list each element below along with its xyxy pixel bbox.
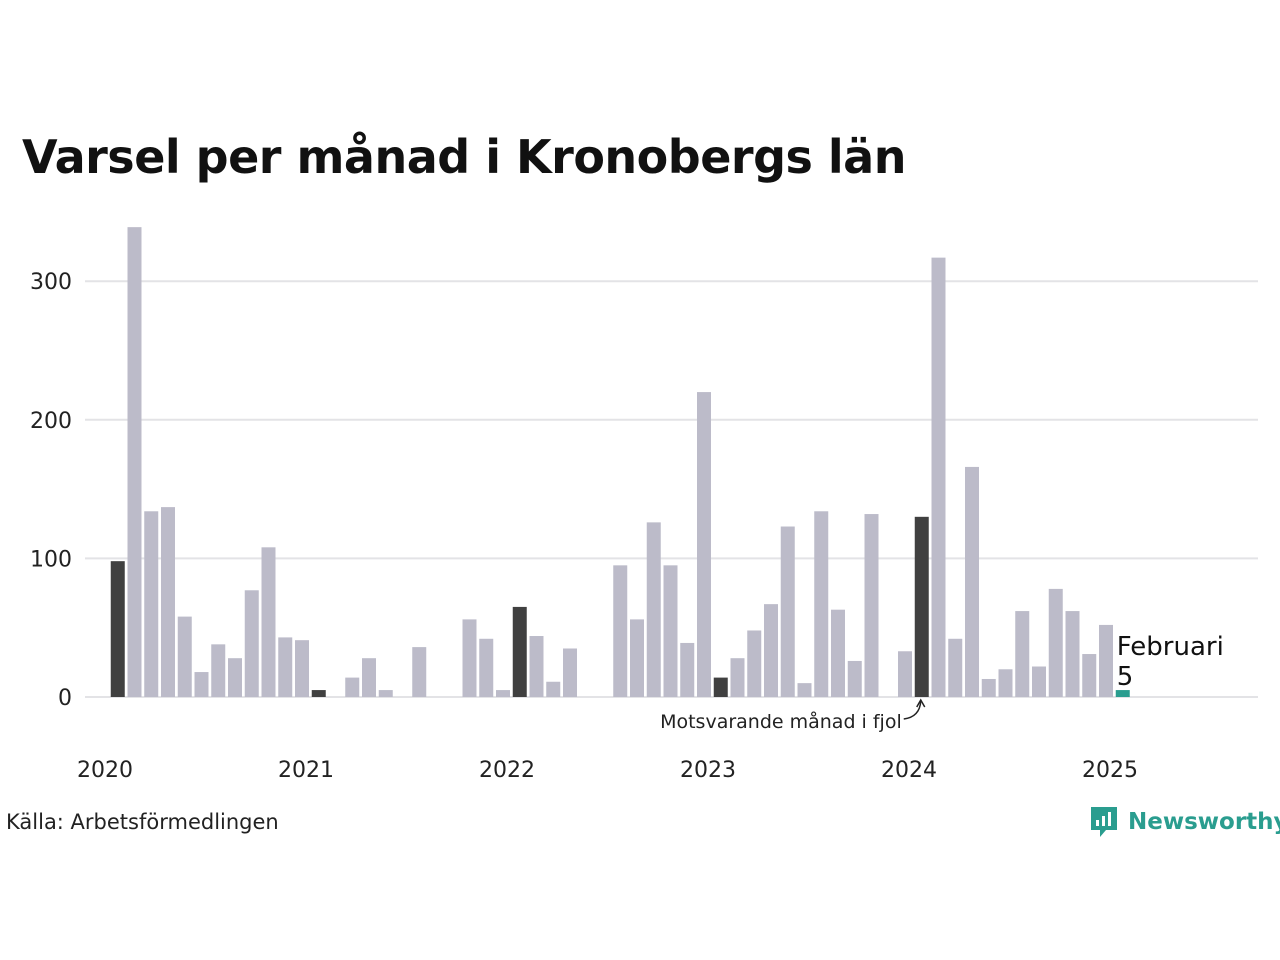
x-tick-label: 2020 [77,758,133,783]
bars [110,227,1130,697]
bar-2021-05 [362,658,376,697]
bar-2022-01 [496,690,510,697]
annotation-arrow-head [916,698,926,708]
bar-2020-07 [194,672,209,697]
bar-2021-02 [311,690,326,697]
bar-2021-11 [462,619,477,697]
bar-2023-02 [713,677,728,697]
brand-logo: Newsworthy [1088,802,1280,842]
bar-2025-02 [1115,690,1130,697]
bar-2024-07 [998,669,1013,697]
x-tick-label: 2025 [1082,758,1138,783]
bar-2022-10 [646,522,661,697]
bar-2024-03 [931,257,946,697]
current-month-label: Februari [1117,632,1224,662]
bar-2022-04 [546,681,561,697]
brand-name: Newsworthy [1128,809,1280,835]
bar-2022-11 [663,565,678,697]
bar-2022-02 [512,606,527,697]
bar-2023-05 [764,604,778,697]
bar-2022-08 [613,565,628,697]
bar-2022-03 [529,636,544,697]
chart-title: Varsel per månad i Kronobergs län [22,130,906,184]
bar-2023-08 [814,511,829,697]
y-axis-labels: 0 100 200 300 [30,270,72,711]
bar-2024-11 [1065,611,1080,697]
bar-2023-07 [797,683,812,697]
current-month-value: 5 [1117,662,1134,692]
bar-2022-12 [680,642,695,697]
bar-2021-06 [378,690,393,697]
x-tick-label: 2022 [479,758,535,783]
bar-2021-01 [295,640,309,697]
bar-2024-12 [1082,654,1097,697]
bar-2023-04 [747,630,762,697]
bar-2022-09 [630,619,644,697]
previous-year-label: Motsvarande månad i fjol [660,710,902,733]
bar-2024-04 [948,638,963,697]
bar-2021-12 [479,638,494,697]
bar-2020-04 [144,511,159,697]
bar-2020-12 [278,637,293,697]
y-tick-label: 100 [30,547,72,572]
bar-2021-08 [412,647,427,697]
bar-2024-08 [1015,611,1030,697]
bar-2024-01 [898,651,912,697]
bar-2024-10 [1048,588,1063,697]
y-tick-label: 200 [30,409,72,434]
bar-2020-06 [177,616,192,697]
bar-2024-02 [914,516,929,697]
source-note: Källa: Arbetsförmedlingen [6,810,279,834]
bar-2024-06 [981,678,996,697]
annotation-arrow [903,700,922,720]
bar-2021-04 [345,677,360,697]
bar-2020-08 [211,644,226,697]
bar-2025-01 [1099,624,1113,697]
bar-2020-11 [261,547,276,697]
x-tick-label: 2024 [881,758,937,783]
newsworthy-logo-icon [1091,807,1117,837]
x-axis-labels: 2020 2021 2022 2023 2024 2025 [77,758,1138,783]
bar-2022-05 [563,648,577,697]
x-tick-label: 2021 [278,758,334,783]
bar-2024-09 [1032,666,1046,697]
bar-2020-02 [110,561,125,697]
bar-2023-09 [831,609,845,697]
bar-2024-05 [965,466,979,697]
bar-2020-05 [161,507,175,697]
bar-2023-10 [847,660,862,697]
bar-2023-11 [864,514,879,697]
bar-2023-03 [730,658,745,697]
bar-2020-03 [127,227,142,697]
x-tick-label: 2023 [680,758,736,783]
bar-2020-10 [244,590,259,697]
bar-2023-06 [780,526,795,697]
bar-2020-09 [228,658,242,697]
bar-2023-01 [697,392,711,697]
y-tick-label: 300 [30,270,72,295]
y-tick-label: 0 [58,686,72,711]
